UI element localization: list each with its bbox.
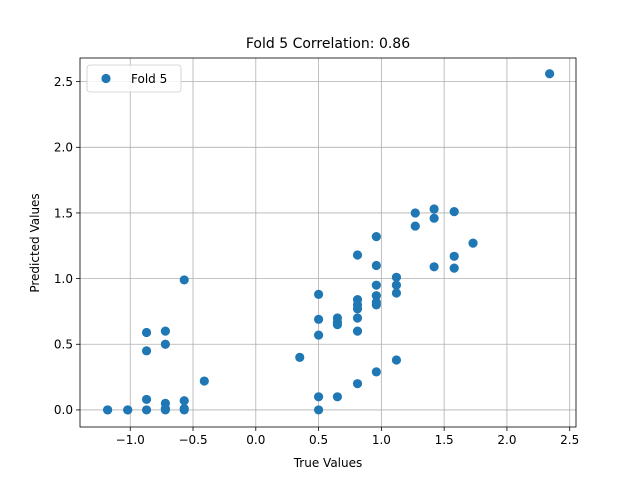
legend-box — [86, 64, 182, 93]
data-point — [179, 275, 189, 285]
data-point — [371, 231, 381, 242]
data-point — [141, 346, 152, 356]
y-tick-label: 0.5 — [54, 338, 73, 352]
data-point — [371, 260, 381, 271]
data-point — [449, 263, 459, 273]
x-axis-label: True Values — [293, 456, 363, 470]
x-tick-label: 2.0 — [497, 433, 516, 447]
data-point — [352, 295, 363, 305]
data-point — [545, 69, 555, 79]
data-point — [391, 272, 402, 282]
data-point — [160, 398, 170, 408]
data-point — [160, 326, 170, 336]
data-point — [352, 250, 363, 260]
data-point — [141, 405, 152, 415]
legend: Fold 5 — [86, 64, 182, 93]
data-point — [391, 355, 402, 365]
data-point — [313, 392, 324, 402]
data-point — [449, 207, 459, 217]
data-point — [179, 404, 189, 414]
data-point — [410, 221, 420, 231]
plot-frame — [79, 57, 577, 428]
x-tick-label: 1.5 — [435, 433, 454, 447]
x-tick-label: −0.5 — [178, 433, 207, 447]
legend-marker — [101, 73, 111, 84]
x-tick-label: 0.0 — [246, 433, 265, 447]
data-point — [313, 405, 324, 415]
points-layer — [103, 69, 555, 415]
data-point — [313, 314, 324, 324]
data-point — [332, 313, 343, 323]
x-tick-label: 2.5 — [560, 433, 579, 447]
y-tick-label: 2.0 — [54, 141, 73, 155]
data-point — [103, 405, 113, 415]
data-point — [352, 379, 363, 389]
y-tick-label: 0.0 — [54, 403, 73, 417]
data-point — [391, 288, 402, 298]
data-point — [141, 394, 152, 405]
legend-entry-label: Fold 5 — [131, 72, 167, 86]
chart-title: Fold 5 Correlation: 0.86 — [246, 36, 410, 52]
data-point — [468, 238, 478, 248]
y-tick-label: 2.5 — [54, 75, 73, 89]
x-tick-label: −1.0 — [116, 433, 145, 447]
x-tick-label: 1.0 — [372, 433, 391, 447]
data-point — [371, 291, 381, 301]
data-point — [429, 213, 439, 223]
data-point — [199, 376, 209, 386]
data-point — [313, 330, 324, 340]
data-point — [295, 352, 305, 363]
data-point — [410, 208, 420, 218]
axes-layer: −1.0 −0.5 0.0 0.5 1.0 1.5 2.0 2.5 0.0 0.5 1.0 1.5 2.… — [54, 57, 579, 447]
y-axis-label: Predicted Values — [28, 193, 42, 292]
grid-layer — [80, 58, 576, 427]
data-point — [123, 405, 133, 415]
y-tick-label: 1.0 — [54, 272, 73, 286]
data-point — [371, 297, 381, 307]
data-point — [391, 280, 402, 290]
data-point — [371, 367, 381, 377]
data-point — [429, 204, 439, 214]
data-point — [429, 262, 439, 272]
data-point — [332, 392, 343, 402]
data-point — [160, 339, 170, 349]
data-point — [141, 327, 152, 338]
x-tick-label: 0.5 — [309, 433, 328, 447]
data-point — [179, 396, 189, 406]
data-point — [371, 280, 381, 290]
data-point — [352, 313, 363, 323]
data-point — [449, 251, 459, 261]
data-point — [352, 326, 363, 336]
y-tick-label: 1.5 — [54, 206, 73, 220]
data-point — [313, 289, 324, 299]
